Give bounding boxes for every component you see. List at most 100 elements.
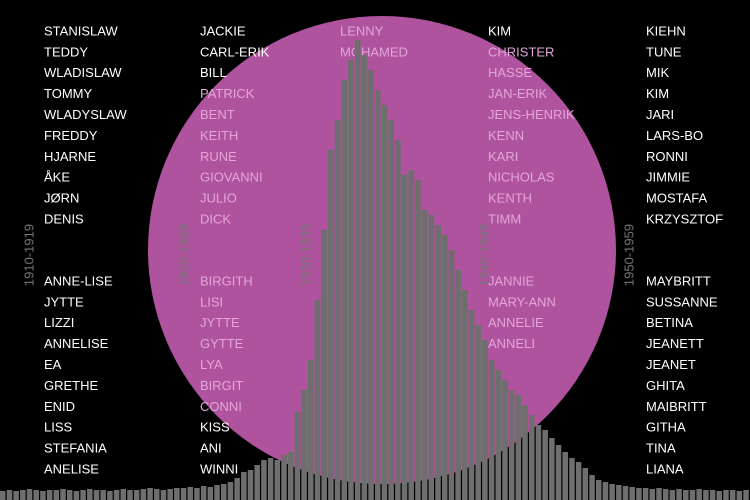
name: BETINA — [646, 315, 693, 330]
bar — [187, 487, 193, 500]
bar — [127, 490, 133, 500]
bar — [669, 490, 676, 500]
name: KIM — [646, 86, 669, 101]
bar — [120, 489, 127, 500]
name: MAYBRITT — [646, 273, 711, 288]
name-columns: 1910-1919 STANISLAW TEDDY WLADISLAW TOMMY WLA… — [21, 23, 723, 476]
name: ANNELI — [488, 336, 535, 351]
name: NICHOLAS — [488, 170, 555, 185]
name: KARI — [488, 149, 518, 164]
bar — [629, 487, 635, 500]
name: JACKIE — [200, 23, 246, 38]
bar — [696, 489, 702, 500]
bar — [167, 489, 173, 500]
name: LISI — [200, 294, 223, 309]
name: GYTTE — [200, 336, 244, 351]
name: TUNE — [646, 44, 682, 59]
bar — [709, 490, 716, 500]
name: LIZZI — [44, 315, 74, 330]
name: CARL-ERIK — [200, 44, 270, 59]
bar — [60, 489, 66, 500]
name: GITHA — [646, 420, 686, 435]
bar — [194, 488, 200, 500]
bar — [743, 490, 749, 500]
bar — [515, 395, 522, 500]
name: HASSE — [488, 65, 532, 80]
bar — [274, 460, 281, 500]
name: MARY-ANN — [488, 294, 556, 309]
name: KIM — [488, 23, 511, 38]
name: LARS-BO — [646, 128, 703, 143]
name: RONNI — [646, 149, 688, 164]
bar — [80, 490, 86, 500]
name: RUNE — [200, 149, 237, 164]
name: WINNI — [200, 462, 238, 477]
bar — [147, 488, 153, 500]
bar — [154, 489, 160, 500]
bar — [729, 490, 736, 500]
name: LYA — [200, 357, 223, 372]
name: GRETHE — [44, 378, 99, 393]
name: PATRICK — [200, 86, 255, 101]
bar — [662, 489, 669, 500]
bar — [73, 491, 80, 500]
bar — [555, 445, 562, 500]
name: KIEHN — [646, 23, 686, 38]
name: KENN — [488, 128, 524, 143]
name: BILL — [200, 65, 227, 80]
name: GIOVANNI — [200, 170, 263, 185]
bar — [200, 486, 207, 500]
bar — [575, 462, 582, 500]
name: SUSSANNE — [646, 294, 718, 309]
bar — [549, 438, 555, 500]
name: WLADISLAW — [44, 65, 122, 80]
name: ANNELIE — [488, 315, 544, 330]
bar — [207, 487, 214, 500]
name: MOHAMED — [340, 44, 408, 59]
bar — [20, 490, 26, 500]
bar — [261, 460, 267, 500]
name: JARI — [646, 107, 674, 122]
bar — [649, 489, 656, 500]
bar — [716, 491, 723, 500]
name: JULIO — [200, 191, 237, 206]
bar — [656, 488, 662, 500]
bar — [33, 490, 39, 500]
bar — [642, 488, 649, 500]
name: JANNIE — [488, 273, 535, 288]
bar — [529, 415, 535, 500]
bar — [595, 480, 602, 500]
name: DICK — [200, 212, 231, 227]
name: TOMMY — [44, 86, 92, 101]
name: JEANET — [646, 357, 696, 372]
bar — [602, 482, 609, 500]
name: JYTTE — [44, 294, 84, 309]
name: ÅKE — [44, 170, 70, 185]
name: MIK — [646, 65, 669, 80]
bar — [133, 490, 140, 500]
bar — [281, 455, 287, 500]
bar — [703, 490, 709, 500]
bar — [267, 458, 274, 500]
bar — [569, 458, 575, 500]
name: STEFANIA — [44, 441, 107, 456]
name: CONNI — [200, 399, 242, 414]
name: JENS-HENRIK — [488, 107, 575, 122]
bar — [522, 405, 528, 500]
bar — [46, 490, 53, 500]
name: LIANA — [646, 462, 684, 477]
bar — [53, 490, 60, 500]
name: LENNY — [340, 23, 384, 38]
bar — [723, 490, 729, 500]
bar — [227, 482, 234, 500]
name: BIRGITH — [200, 273, 253, 288]
name: BENT — [200, 107, 235, 122]
name: HJARNE — [44, 149, 96, 164]
decade-label: 1930-1939 — [298, 224, 313, 286]
name: FREDDY — [44, 128, 98, 143]
bar — [562, 452, 568, 500]
bar — [100, 490, 106, 500]
name: WLADYSLAW — [44, 107, 127, 122]
name: MOSTAFA — [646, 191, 707, 206]
